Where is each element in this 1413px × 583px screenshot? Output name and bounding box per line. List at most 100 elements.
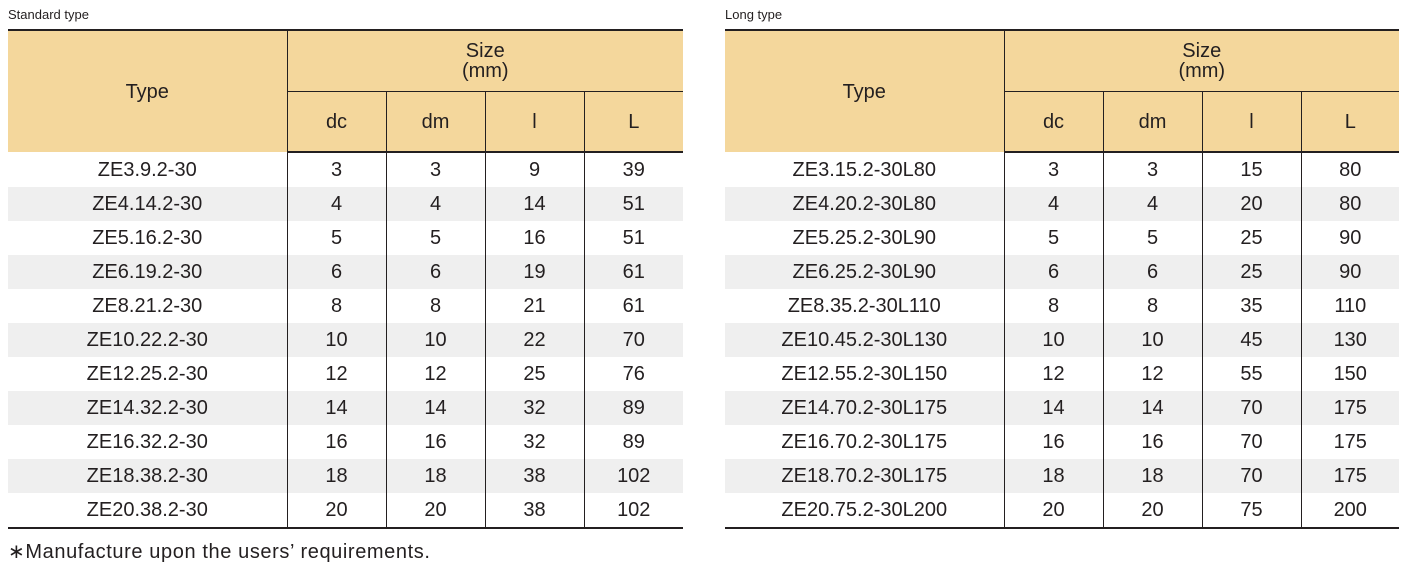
l-small-cell: 45	[1202, 323, 1302, 357]
table-row: ZE14.70.2-30L175 14 14 70 175	[725, 391, 1400, 425]
table-row: ZE12.55.2-30L150 12 12 55 150	[725, 357, 1399, 391]
standard-type-caption: Standard type	[8, 7, 89, 22]
dm-cell: 6	[1103, 255, 1203, 289]
l-small-cell: 55	[1202, 357, 1302, 391]
type-cell: ZE5.16.2-30	[8, 221, 288, 255]
table-row: ZE14.32.2-30 14 14 32 89	[8, 391, 684, 425]
type-cell: ZE20.38.2-30	[8, 493, 288, 529]
l-small-cell: 32	[485, 425, 585, 459]
l-small-cell: 20	[1202, 187, 1302, 221]
dm-cell: 5	[1103, 221, 1203, 255]
dc-cell: 16	[287, 425, 387, 459]
dm-cell: 16	[386, 425, 486, 459]
l-large-cell: 51	[584, 187, 684, 221]
dm-cell: 12	[386, 357, 486, 391]
column-header-l-large: L	[1301, 91, 1400, 153]
size-mm-header: Size (mm)	[287, 29, 684, 92]
size-header-unit: (mm)	[1178, 60, 1226, 82]
table-row: ZE18.70.2-30L175 18 18 70 175	[725, 459, 1400, 493]
l-large-cell: 89	[584, 391, 684, 425]
l-large-cell: 102	[584, 459, 684, 493]
type-cell: ZE5.25.2-30L90	[725, 221, 1005, 255]
dc-cell: 8	[1004, 289, 1104, 323]
dc-cell: 12	[287, 357, 387, 391]
dm-cell: 8	[386, 289, 486, 323]
type-cell: ZE8.21.2-30	[8, 289, 288, 323]
footnote: ∗Manufacture upon the users’ requirement…	[8, 541, 431, 563]
table-row: ZE4.20.2-30L80 4 4 20 80	[725, 187, 1400, 221]
long-type-caption: Long type	[725, 7, 783, 22]
table-row: ZE4.14.2-30 4 4 14 51	[8, 187, 684, 221]
dc-cell: 3	[1004, 152, 1104, 187]
l-small-cell: 22	[485, 323, 585, 357]
l-large-cell: 130	[1301, 323, 1400, 357]
dc-cell: 16	[1004, 425, 1104, 459]
table-row: ZE8.21.2-30 8 8 21 61	[8, 289, 683, 323]
l-large-cell: 102	[584, 493, 684, 529]
size-header-label: Size	[465, 40, 505, 62]
l-small-cell: 32	[485, 391, 585, 425]
dc-cell: 18	[1004, 459, 1104, 493]
l-large-cell: 39	[622, 159, 645, 181]
table-row: ZE10.22.2-30 10 10 22 70	[8, 323, 684, 357]
l-small-cell: 75	[1202, 493, 1302, 529]
dm-cell: 20	[386, 493, 486, 529]
l-large-cell: 175	[1333, 431, 1367, 453]
dc-cell: 20	[1004, 493, 1104, 529]
standard-type-table: Type Size (mm) dc dm l L ZE3.9.2-30 3 3 9 39…	[8, 29, 684, 529]
l-large-cell: 200	[1301, 493, 1400, 529]
dm-cell: 8	[1103, 289, 1203, 323]
dm-cell: 4	[386, 187, 486, 221]
column-header-dm: dm	[1103, 91, 1203, 153]
dm-cell: 3	[386, 152, 486, 187]
l-large-cell: 89	[622, 431, 645, 453]
l-large-cell: 70	[584, 323, 684, 357]
l-large-cell: 175	[1301, 459, 1400, 493]
dm-cell: 18	[386, 459, 486, 493]
dm-cell: 14	[386, 391, 486, 425]
l-small-cell: 16	[485, 221, 585, 255]
dm-cell: 3	[1103, 152, 1203, 187]
column-header-l-small: l	[1202, 91, 1302, 153]
l-small-cell: 21	[485, 289, 585, 323]
table-row: ZE20.38.2-30 20 20 38 102	[8, 493, 684, 529]
type-cell: ZE4.20.2-30L80	[725, 187, 1005, 221]
dm-cell: 18	[1103, 459, 1203, 493]
type-cell: ZE16.32.2-30	[8, 425, 288, 459]
table-row: ZE18.38.2-30 18 18 38 102	[8, 459, 684, 493]
type-cell: ZE20.75.2-30L200	[725, 493, 1005, 529]
type-cell: ZE8.35.2-30L110	[725, 289, 1005, 323]
l-large-cell: 80	[1301, 187, 1400, 221]
l-large-cell: 110	[1334, 295, 1367, 317]
column-header-l-large: L	[584, 91, 684, 153]
dc-cell: 6	[287, 255, 387, 289]
dm-cell: 6	[386, 255, 486, 289]
dc-cell: 5	[287, 221, 387, 255]
dm-cell: 10	[386, 323, 486, 357]
l-small-cell: 19	[485, 255, 585, 289]
l-large-cell: 175	[1301, 391, 1400, 425]
l-small-cell: 70	[1202, 459, 1302, 493]
dc-cell: 6	[1004, 255, 1104, 289]
type-column-header: Type	[8, 29, 288, 152]
dc-cell: 12	[1004, 357, 1104, 391]
dm-cell: 10	[1103, 323, 1203, 357]
table-row: ZE20.75.2-30L200 20 20 75 200	[725, 493, 1400, 529]
type-cell: ZE10.22.2-30	[8, 323, 288, 357]
l-small-cell: 70	[1202, 391, 1302, 425]
type-cell: ZE6.25.2-30L90	[725, 255, 1005, 289]
size-mm-header: Size (mm)	[1004, 29, 1400, 92]
dc-cell: 8	[287, 289, 387, 323]
size-header-label: Size	[1182, 40, 1222, 62]
l-small-cell: 70	[1202, 425, 1302, 459]
l-large-cell: 90	[1301, 255, 1400, 289]
type-cell: ZE16.70.2-30L175	[725, 425, 1005, 459]
type-cell: ZE4.14.2-30	[8, 187, 288, 221]
table-row: ZE12.25.2-30 12 12 25 76	[8, 357, 683, 391]
table-row: ZE3.9.2-30 3 3 9 39	[8, 152, 683, 187]
type-cell: ZE14.32.2-30	[8, 391, 288, 425]
table-row: ZE16.70.2-30L175 16 16 70 175	[725, 425, 1399, 459]
type-cell: ZE18.70.2-30L175	[725, 459, 1005, 493]
type-cell: ZE12.55.2-30L150	[725, 357, 1005, 391]
table-row: ZE3.15.2-30L80 3 3 15 80	[725, 152, 1399, 187]
